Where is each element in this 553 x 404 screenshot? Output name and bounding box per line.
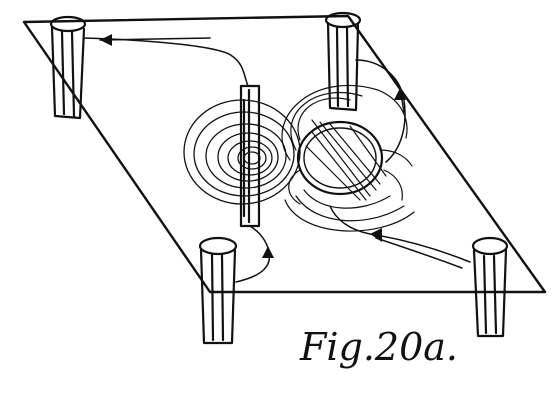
post-top-left bbox=[49, 15, 87, 120]
vertical-plate bbox=[239, 84, 261, 228]
circular-coil bbox=[296, 120, 384, 196]
arrow-bottom-right bbox=[370, 228, 382, 242]
arrow-right bbox=[394, 88, 406, 100]
wire-bottom-right bbox=[329, 205, 471, 269]
board-outline bbox=[22, 14, 547, 294]
wire-top bbox=[83, 37, 249, 87]
arrow-top bbox=[100, 34, 112, 46]
post-bottom-right bbox=[471, 236, 509, 338]
post-bottom-left bbox=[198, 236, 238, 345]
arrow-bottom-left bbox=[262, 246, 274, 258]
figure-caption: Fig.20a. bbox=[299, 325, 458, 369]
field-lines-plate bbox=[183, 99, 301, 205]
field-lines-coil bbox=[281, 84, 415, 232]
